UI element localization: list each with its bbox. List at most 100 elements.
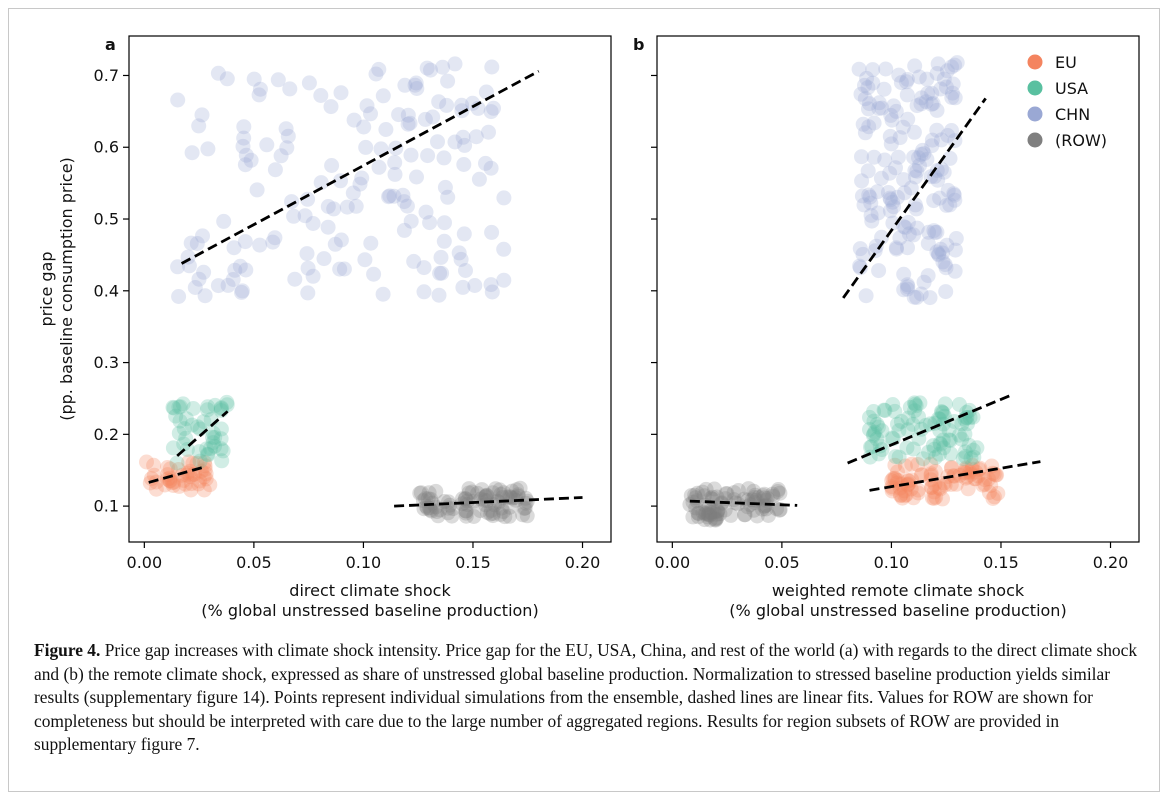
legend-marker	[1027, 54, 1043, 70]
point	[941, 432, 957, 448]
point	[701, 506, 717, 522]
point	[234, 283, 250, 299]
point	[447, 134, 463, 150]
point	[940, 128, 956, 143]
point	[864, 213, 880, 229]
point	[323, 99, 339, 115]
point	[751, 489, 767, 505]
point	[954, 416, 970, 432]
point	[944, 90, 960, 105]
point	[171, 289, 187, 304]
point	[300, 285, 316, 301]
point	[697, 506, 713, 522]
point	[949, 55, 965, 71]
point	[749, 508, 765, 524]
point	[946, 468, 962, 484]
point	[860, 80, 876, 96]
point	[921, 444, 936, 460]
point	[911, 409, 926, 425]
point	[418, 204, 434, 220]
point	[479, 488, 495, 504]
fit-line-eu	[148, 465, 207, 484]
point	[251, 87, 267, 103]
point	[501, 508, 517, 524]
point	[924, 138, 940, 154]
point	[430, 508, 446, 524]
point	[862, 409, 877, 425]
point	[719, 486, 735, 502]
point	[690, 505, 706, 521]
point	[189, 236, 205, 251]
point	[332, 261, 348, 277]
point	[336, 261, 352, 277]
point	[709, 506, 725, 522]
point	[698, 481, 714, 497]
point	[216, 213, 232, 229]
point	[709, 503, 725, 519]
point	[946, 468, 962, 484]
point	[198, 466, 214, 482]
point	[423, 62, 438, 78]
point	[909, 290, 925, 305]
point	[207, 397, 223, 413]
point	[176, 421, 192, 437]
point	[946, 187, 962, 203]
point	[896, 219, 912, 235]
point	[708, 511, 724, 527]
point	[859, 70, 875, 86]
point	[924, 96, 940, 112]
point	[178, 430, 194, 446]
point	[714, 496, 730, 512]
point	[960, 481, 976, 497]
point	[442, 497, 458, 513]
point	[381, 189, 396, 205]
point	[900, 279, 916, 295]
point	[176, 472, 192, 488]
point	[695, 504, 711, 520]
point	[946, 186, 962, 202]
point	[935, 432, 951, 448]
point	[191, 118, 207, 134]
point	[883, 107, 899, 123]
point	[933, 132, 949, 148]
point	[860, 163, 876, 179]
point	[935, 491, 950, 507]
point	[897, 220, 913, 235]
point	[356, 119, 372, 135]
point	[395, 187, 411, 203]
point	[925, 96, 941, 111]
point	[139, 454, 154, 470]
point	[874, 229, 890, 245]
point	[918, 94, 934, 110]
point	[320, 199, 336, 214]
point	[213, 431, 229, 447]
point	[441, 494, 456, 510]
point	[516, 501, 532, 516]
point	[146, 457, 162, 473]
point	[284, 194, 300, 210]
point	[898, 487, 914, 503]
point	[187, 466, 202, 482]
point	[934, 404, 949, 420]
point	[484, 224, 500, 240]
point	[975, 477, 991, 493]
point	[906, 441, 921, 457]
point	[196, 482, 212, 498]
point	[165, 399, 181, 415]
point	[192, 453, 208, 469]
point	[908, 398, 924, 414]
point	[906, 149, 922, 165]
point	[862, 422, 877, 437]
point	[890, 149, 906, 165]
point	[280, 128, 296, 144]
point	[968, 471, 984, 487]
point	[931, 411, 946, 427]
point	[926, 484, 942, 500]
point	[205, 435, 221, 451]
point	[238, 262, 254, 278]
point	[444, 508, 460, 524]
point	[865, 62, 881, 78]
point	[866, 115, 882, 131]
point	[259, 137, 275, 153]
point	[964, 457, 980, 473]
